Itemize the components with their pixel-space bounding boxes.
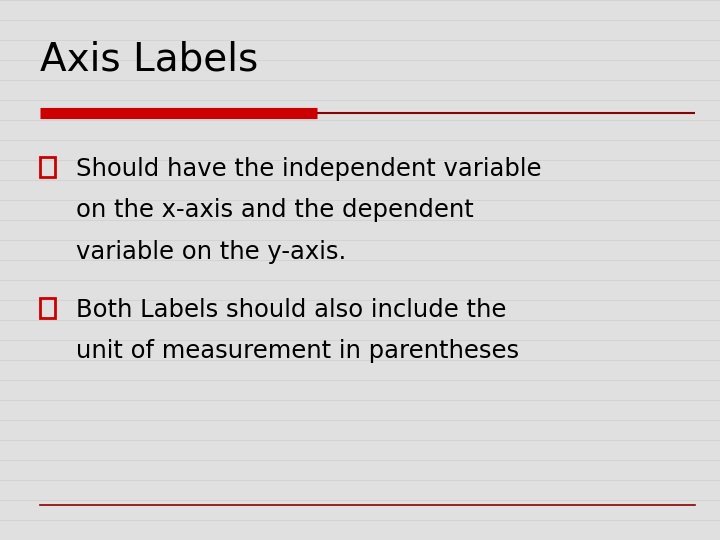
Text: unit of measurement in parentheses: unit of measurement in parentheses xyxy=(76,339,518,363)
Text: Axis Labels: Axis Labels xyxy=(40,40,258,78)
Bar xyxy=(40,157,55,177)
Text: variable on the y-axis.: variable on the y-axis. xyxy=(76,240,346,264)
Text: Both Labels should also include the: Both Labels should also include the xyxy=(76,298,506,321)
Bar xyxy=(40,298,55,318)
Text: Should have the independent variable: Should have the independent variable xyxy=(76,157,541,180)
Text: on the x-axis and the dependent: on the x-axis and the dependent xyxy=(76,198,473,222)
